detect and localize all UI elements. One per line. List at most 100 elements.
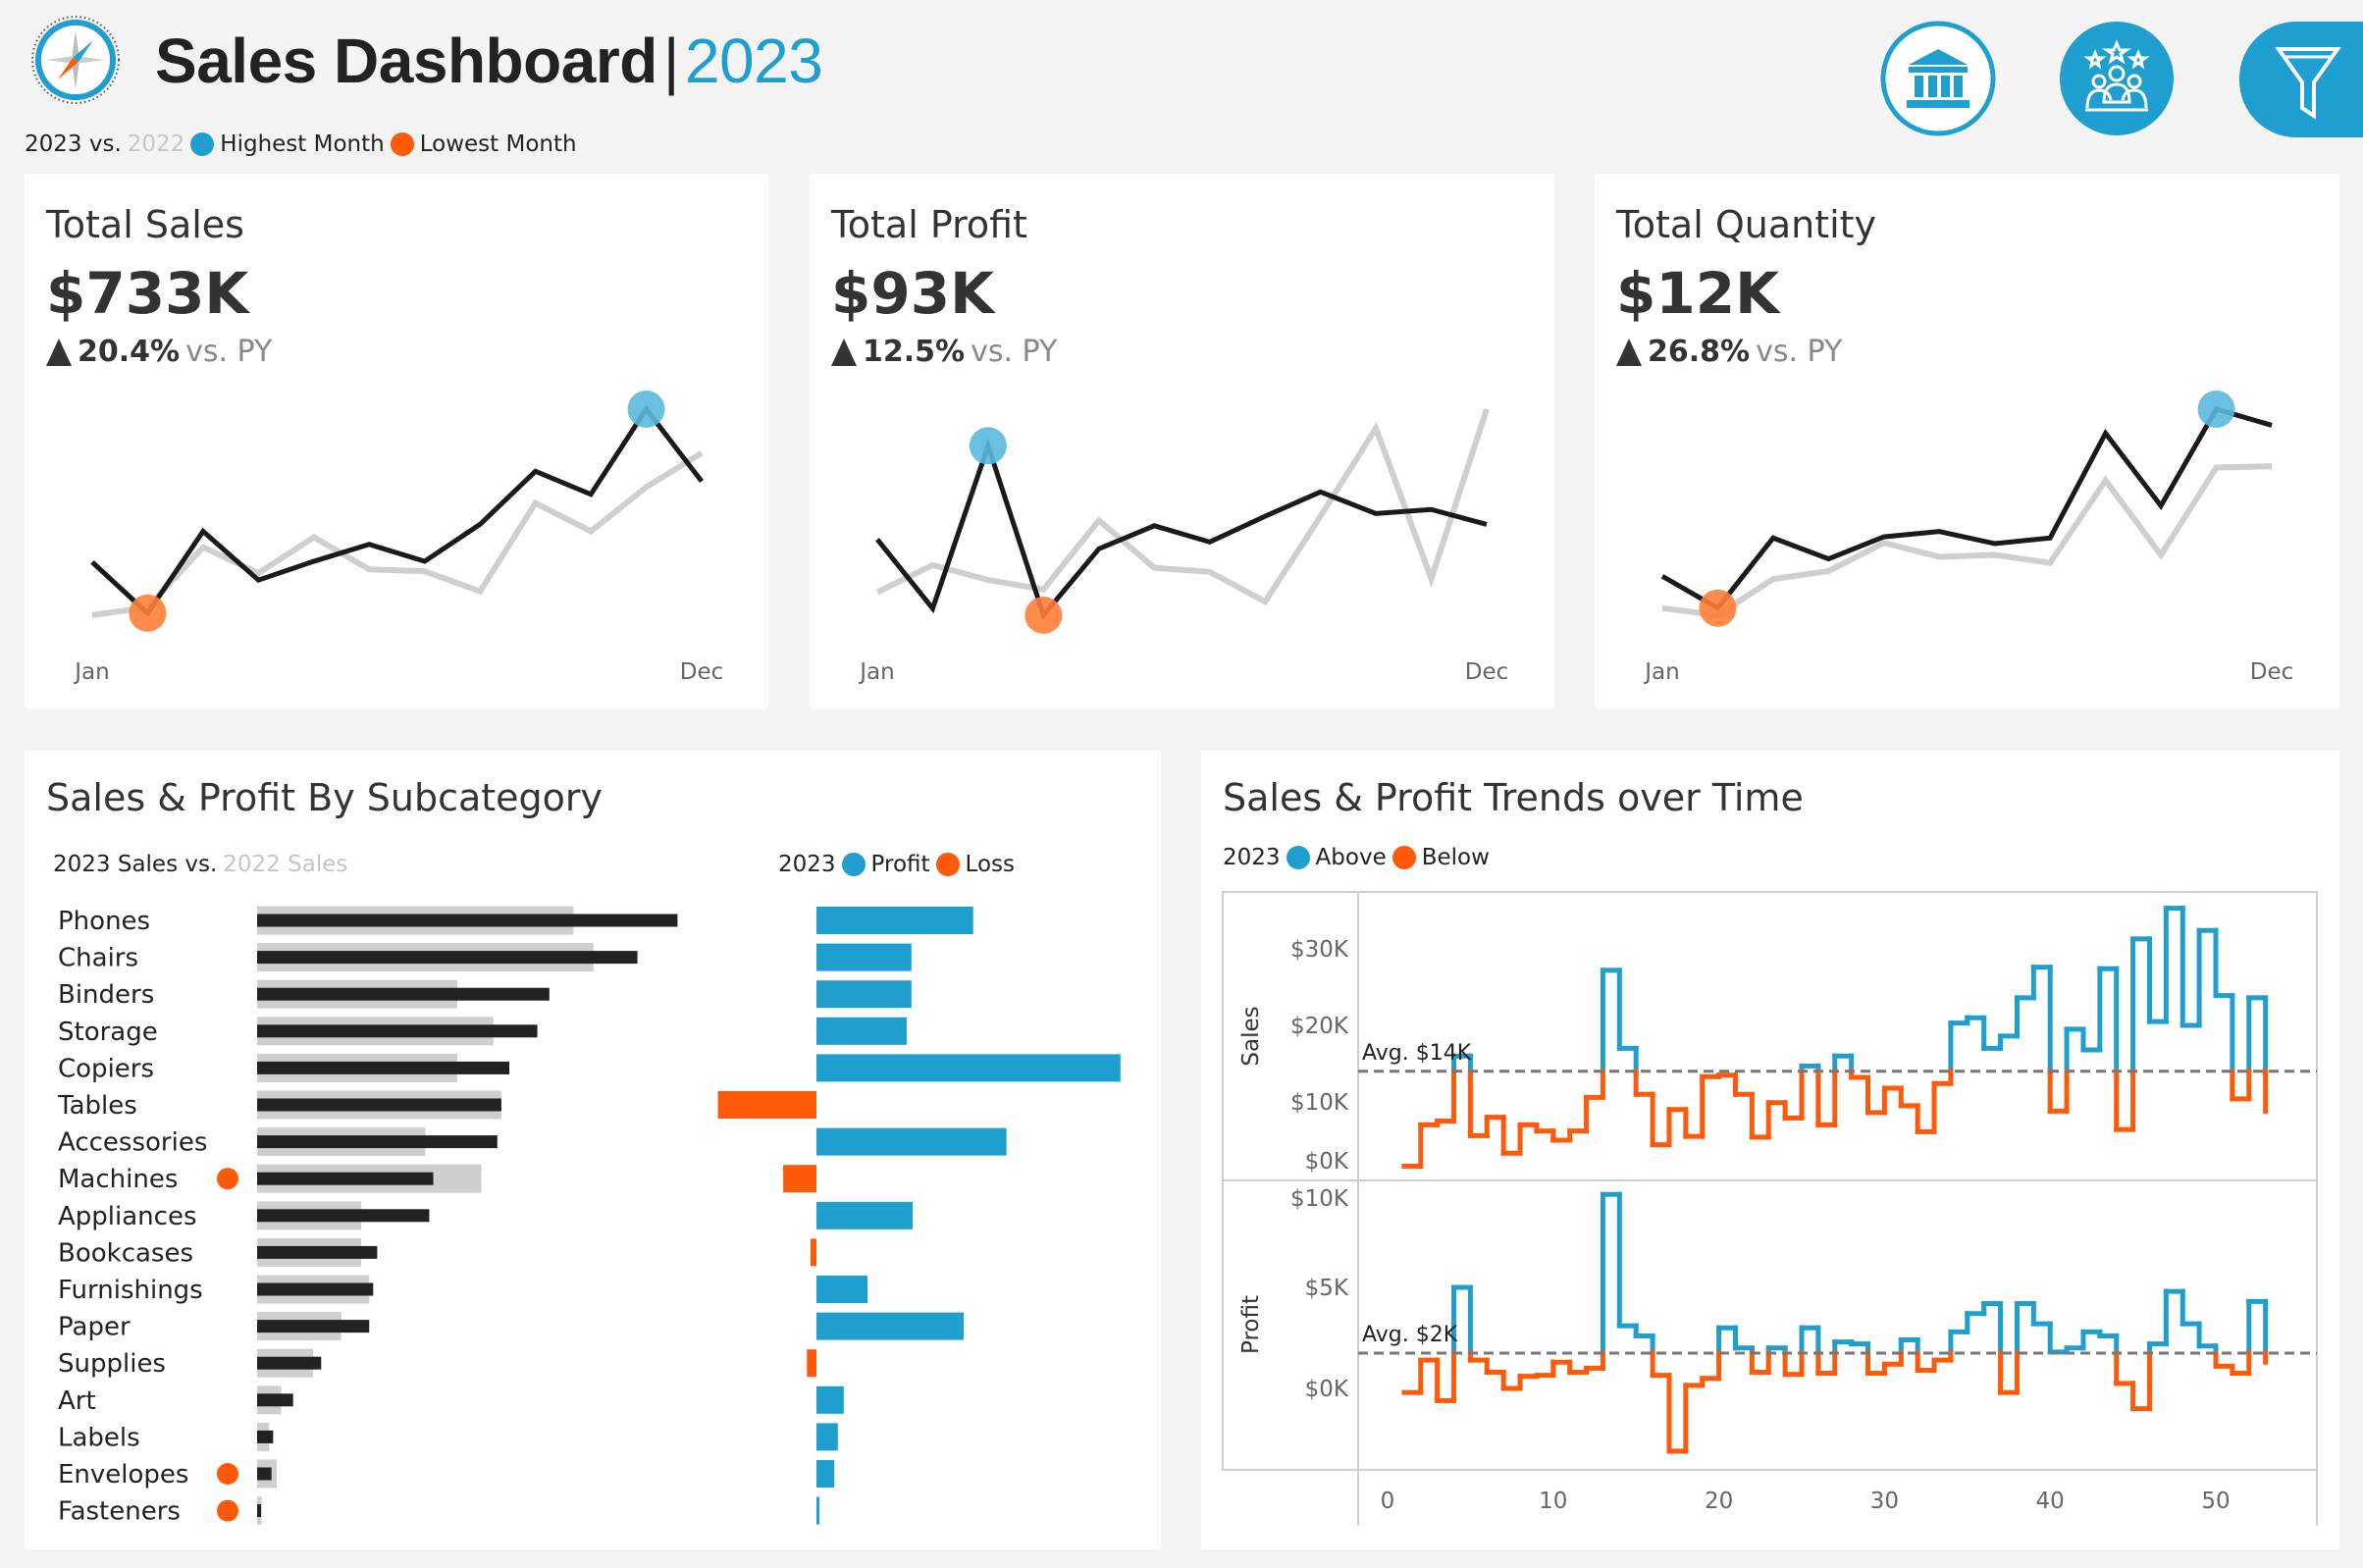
kpi-card-quantity: Total Quantity $12K 26.8% vs. PY Jan Dec [1595, 174, 2339, 708]
average-label: Avg. $14K [1362, 1041, 1472, 1066]
sales-2023-bar [257, 1320, 370, 1333]
profit-bar [816, 1017, 907, 1045]
sales-2023-bar [257, 987, 550, 1001]
lowest-dot-icon [390, 132, 414, 156]
highest-month-marker [627, 391, 665, 428]
people-stars-icon[interactable] [2058, 20, 2176, 137]
lowest-month-marker [1024, 597, 1063, 634]
legend-current: 2023 vs. [25, 131, 122, 157]
sales-2023-bar [257, 1098, 501, 1112]
profit-legend: 2023 Profit Loss [778, 852, 1015, 877]
profit-bar [816, 980, 912, 1009]
x-tick-label: 40 [2036, 1489, 2065, 1514]
profit-bar [816, 943, 912, 971]
profit-bar [816, 1312, 965, 1340]
kpi-card-profit: Total Profit $93K 12.5% vs. PY Jan Dec [810, 174, 1554, 708]
profit-bar [816, 907, 973, 934]
dashboard-title: Sales Dashboard|2023 [155, 22, 823, 100]
y-tick-label: $0K [1305, 1149, 1349, 1175]
profit-bar [816, 1460, 835, 1488]
series-line-2023 [1660, 406, 2273, 611]
x-label-start: Jan [73, 659, 109, 685]
subcategory-label: Accessories [58, 1128, 207, 1158]
profit-bar [816, 1276, 868, 1303]
x-tick-label: 30 [1870, 1489, 1899, 1514]
x-label-end: Dec [680, 659, 724, 685]
x-label-end: Dec [2250, 659, 2294, 685]
kpi-change-value: 12.5% [863, 335, 966, 369]
sales-2023-bar [257, 1356, 322, 1370]
series-line-2022 [91, 450, 704, 618]
kpi-change: 12.5% vs. PY [831, 335, 1057, 369]
subcategory-label: Storage [58, 1018, 158, 1047]
sales-sparkline: Jan Dec [73, 391, 724, 685]
loss-bar [783, 1165, 816, 1193]
sales-2023-bar [257, 1467, 272, 1481]
bank-icon[interactable] [1879, 20, 1997, 137]
y-tick-label: $5K [1305, 1276, 1349, 1301]
sales-legend-prior: 2022 Sales [223, 852, 348, 877]
below-prior-year-dot [217, 1463, 238, 1485]
subcategory-chart: Phones Chairs Binders Storage Copiers Tables A… [57, 906, 1121, 1527]
trends-legend: 2023 Above Below [1223, 845, 1490, 870]
subcategory-card: Phones Chairs Binders Storage Copiers Tables A… [25, 751, 1161, 1549]
y-tick-label: $30K [1290, 937, 1349, 963]
sales-2023-bar [257, 914, 678, 927]
up-triangle-icon [1616, 338, 1642, 366]
sales-2023-bar [257, 1504, 262, 1518]
profit-bar [816, 1054, 1121, 1082]
subcategory-label: Envelopes [58, 1460, 188, 1490]
legend-lowest: Lowest Month [419, 131, 577, 157]
lowest-month-marker [1699, 589, 1737, 627]
profit-bar [816, 1127, 1007, 1156]
subcategory-label: Binders [58, 980, 154, 1010]
profit-legend-loss: Loss [965, 852, 1015, 877]
below-dot-icon [1392, 846, 1416, 869]
kpi-value: $733K [46, 260, 249, 327]
profit-legend-profit: Profit [870, 852, 930, 877]
kpi-title: Total Quantity [1616, 203, 1877, 246]
kpi-change: 26.8% vs. PY [1616, 335, 1842, 369]
below-prior-year-dot [217, 1168, 238, 1190]
subcategory-label: Chairs [58, 944, 138, 973]
kpi-title: Total Profit [831, 203, 1027, 246]
title-year: 2023 [684, 26, 823, 96]
subcategory-label: Appliances [58, 1202, 197, 1231]
profit-axis-title: Profit [1238, 1295, 1264, 1354]
filter-icon[interactable] [2239, 22, 2363, 137]
compass-logo-icon [28, 13, 123, 107]
x-tick-label: 20 [1705, 1489, 1733, 1514]
average-label: Avg. $2K [1362, 1323, 1458, 1347]
sales-legend-current: 2023 Sales vs. [53, 852, 218, 877]
y-tick-label: $0K [1305, 1377, 1349, 1402]
kpi-card-sales: Total Sales $733K 20.4% vs. PY Jan Dec [25, 174, 768, 708]
loss-bar [717, 1091, 816, 1119]
x-tick-label: 50 [2201, 1489, 2230, 1514]
subcategory-label: Fasteners [58, 1497, 181, 1527]
trends-legend-below: Below [1421, 845, 1490, 870]
sales-2023-bar [257, 1430, 274, 1443]
highest-month-marker [2197, 391, 2235, 428]
title-separator: | [662, 26, 680, 96]
loss-bar [807, 1349, 816, 1378]
highest-dot-icon [190, 132, 215, 156]
subcategory-label: Art [58, 1386, 96, 1416]
up-triangle-icon [46, 338, 72, 366]
series-line-2022 [1661, 463, 2273, 619]
subcategory-label: Phones [58, 907, 150, 936]
sales-axis-title: Sales [1238, 1006, 1264, 1066]
profit-sparkline: Jan Dec [858, 408, 1508, 685]
kpi-title: Total Sales [46, 203, 244, 246]
x-tick-label: 0 [1381, 1489, 1395, 1514]
x-label-start: Jan [1643, 659, 1679, 685]
trends-legend-year: 2023 [1223, 845, 1281, 870]
legend-prior: 2022 [127, 131, 185, 157]
subcategory-label: Tables [57, 1091, 137, 1121]
subcategory-label: Bookcases [58, 1238, 193, 1268]
kpi-vs-label: vs. PY [185, 335, 273, 369]
kpi-change-value: 26.8% [1648, 335, 1751, 369]
y-tick-label: $10K [1290, 1186, 1349, 1212]
subcategory-label: Supplies [58, 1349, 166, 1379]
subcategory-label: Machines [58, 1165, 178, 1194]
sales-2023-bar [257, 1061, 510, 1074]
